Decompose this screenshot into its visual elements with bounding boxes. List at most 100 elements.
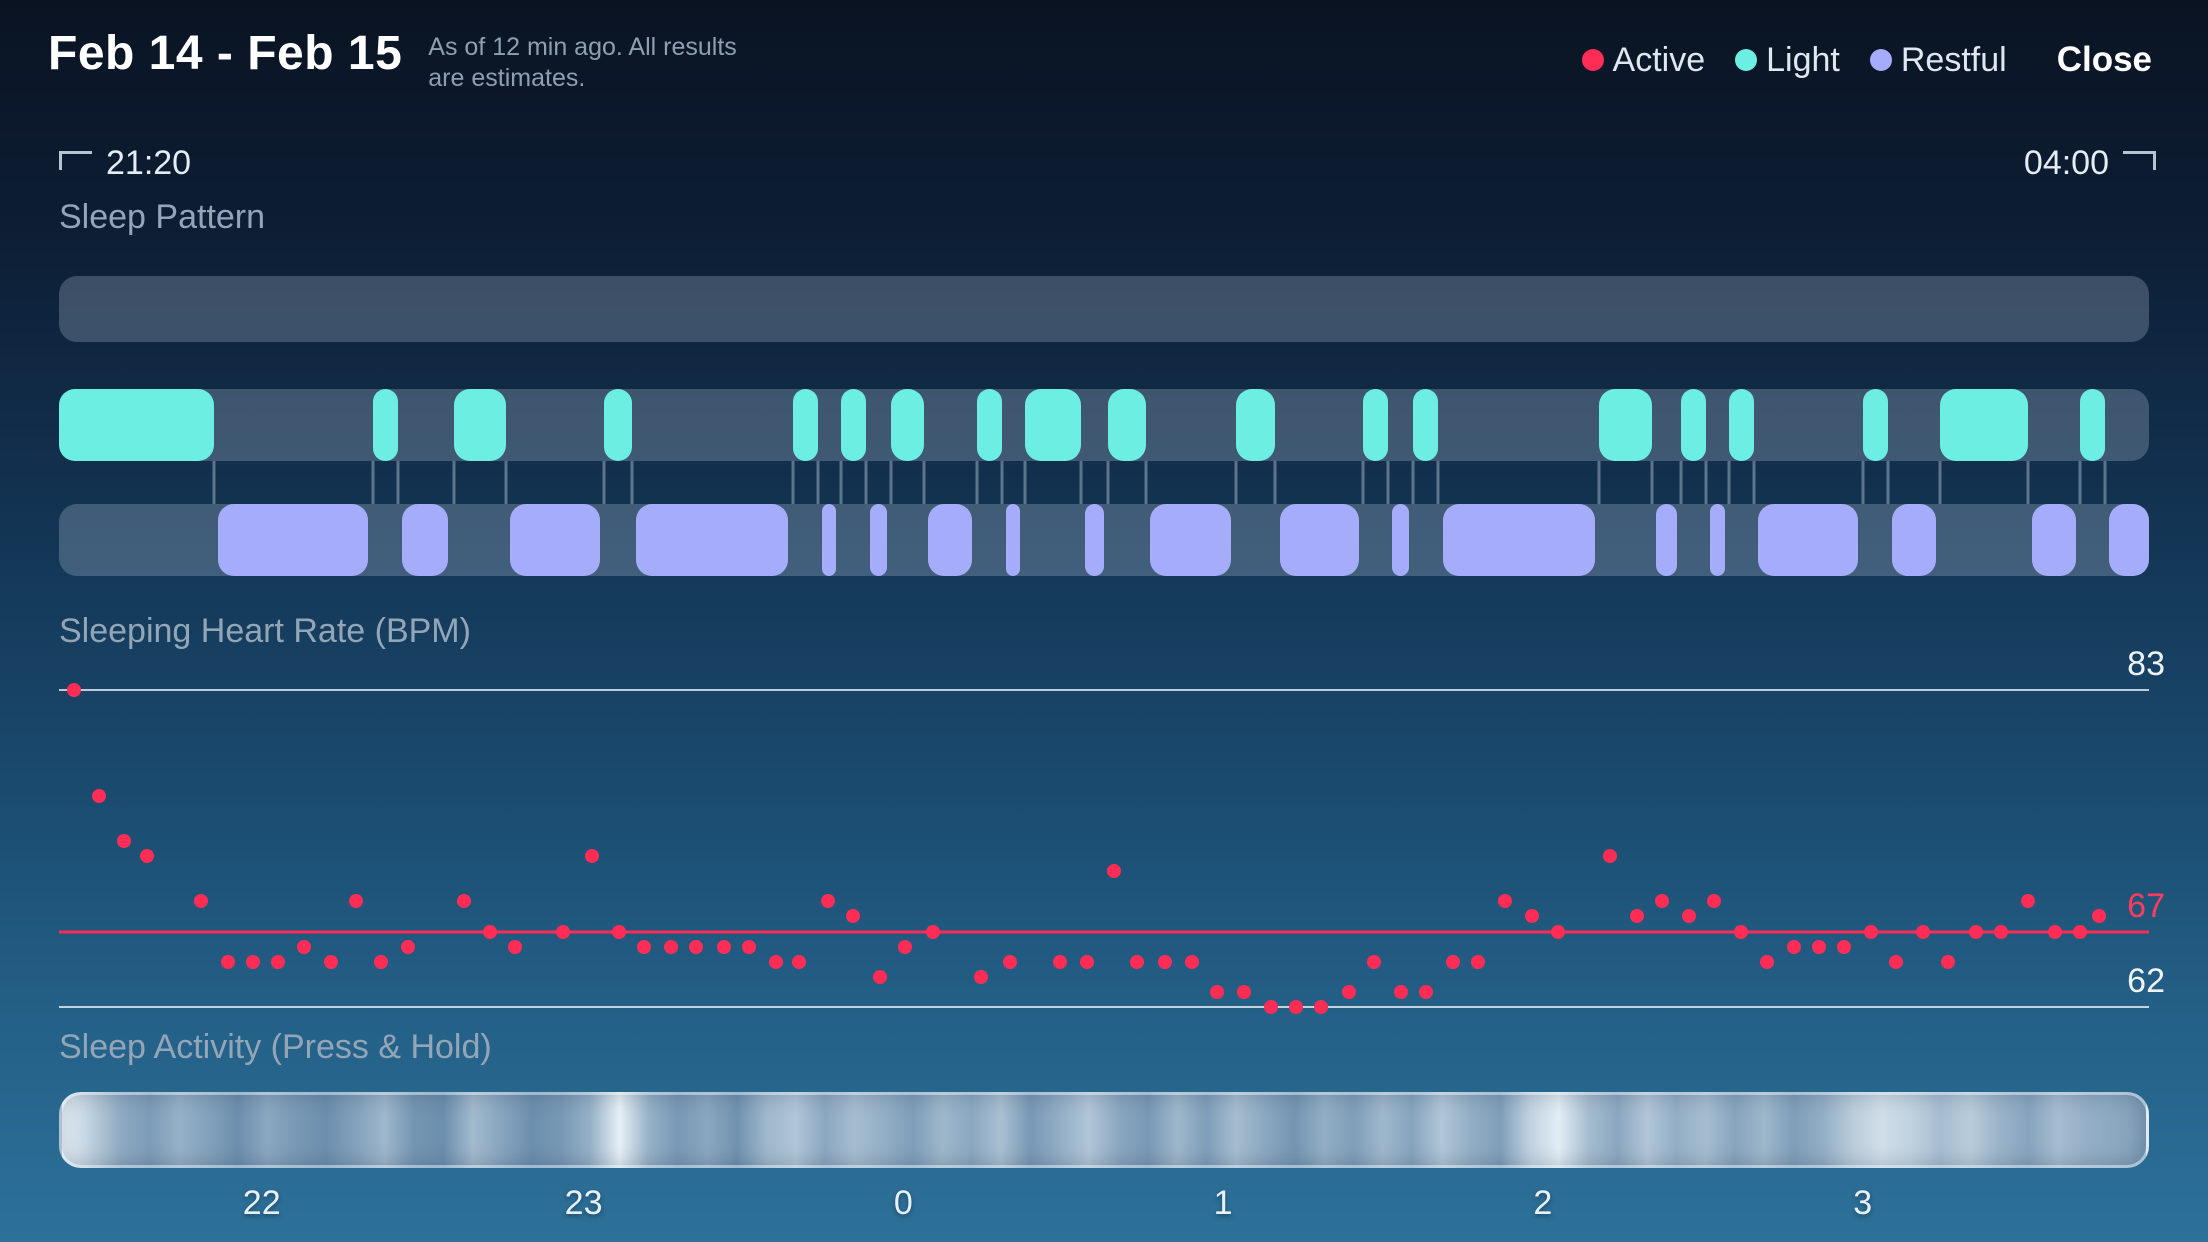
heart-rate-point (2073, 924, 2088, 939)
heart-rate-point (1836, 939, 1851, 954)
heart-rate-point (846, 909, 861, 924)
sleep-activity-heading: Sleep Activity (Press & Hold) (59, 1028, 492, 1066)
hour-axis: 22 23 0 1 2 3 (59, 1184, 2149, 1228)
sleep-segment-restful (1005, 504, 1021, 576)
heart-rate-point (612, 924, 627, 939)
hr-grid-line (59, 1006, 2149, 1008)
heart-rate-point (1184, 954, 1199, 969)
sleep-segment-restful (821, 504, 837, 576)
legend-label-active: Active (1612, 40, 1706, 79)
time-range-row: 21:20 04:00 (59, 144, 2156, 183)
heart-rate-point (637, 939, 652, 954)
segment-connector-line (1000, 461, 1004, 504)
heart-rate-point (584, 849, 599, 864)
heart-rate-point (1602, 849, 1617, 864)
heart-rate-point (116, 833, 131, 848)
heart-rate-point (555, 924, 570, 939)
sleep-segment-light (59, 389, 214, 461)
sleep-segment-restful (1442, 504, 1596, 576)
heart-rate-point (507, 939, 522, 954)
legend-item-active: Active (1581, 40, 1706, 80)
sleep-segment-light (1599, 389, 1652, 461)
heart-rate-point (1446, 954, 1461, 969)
subtitle-line-1: As of 12 min ago. All results (428, 33, 737, 61)
heart-rate-point (1811, 939, 1826, 954)
heart-rate-heading: Sleeping Heart Rate (BPM) (59, 612, 471, 650)
heart-rate-point (1786, 939, 1801, 954)
hr-average-line (59, 930, 2149, 934)
heart-rate-point (1889, 954, 1904, 969)
session-start-time: 21:20 (59, 144, 191, 183)
hour-tick-label: 1 (1213, 1184, 1233, 1222)
heart-rate-point (1734, 924, 1749, 939)
segment-connector-line (1273, 461, 1277, 504)
heart-rate-point (821, 894, 836, 909)
sleep-segment-light (840, 389, 866, 461)
close-button[interactable]: Close (2056, 40, 2152, 79)
sleep-segment-restful (1710, 504, 1725, 576)
heart-rate-point (1993, 924, 2008, 939)
heart-rate-point (1864, 924, 1879, 939)
heart-rate-chart: 83 67 62 (59, 645, 2165, 1014)
heart-rate-point (1107, 864, 1122, 879)
segment-connector-line (1234, 461, 1238, 504)
sleep-segment-light (1413, 389, 1439, 461)
segment-connector-line (975, 461, 978, 504)
segment-connector-line (1361, 461, 1365, 504)
sleep-segment-light (1108, 389, 1146, 461)
sleep-segment-light (976, 389, 1002, 461)
heart-rate-point (2047, 924, 2062, 939)
heart-rate-point (689, 939, 704, 954)
heart-rate-point (91, 788, 106, 803)
heart-rate-point (741, 939, 756, 954)
legend-label-restful: Restful (1900, 40, 2007, 79)
segment-connector-line (212, 461, 216, 504)
sleep-segment-restful (928, 504, 973, 576)
sleep-stage-legend: Active Light Restful Close (1581, 40, 2152, 80)
heart-rate-point (1237, 984, 1252, 999)
heart-rate-point (973, 969, 988, 984)
heart-rate-point (768, 954, 783, 969)
heart-rate-point (716, 939, 731, 954)
segment-connector-line (1023, 461, 1027, 504)
sleep-segment-restful (1392, 504, 1410, 576)
heart-rate-point (873, 969, 888, 984)
segment-connector-line (922, 461, 926, 504)
hour-tick-label: 23 (564, 1184, 603, 1222)
sleep-segment-light (1363, 389, 1389, 461)
heart-rate-point (1629, 909, 1644, 924)
sleep-segment-light (454, 389, 507, 461)
hr-axis-label: 83 (2127, 645, 2165, 683)
heart-rate-point (1916, 924, 1931, 939)
heart-rate-point (1264, 1000, 1279, 1014)
sleep-segment-restful (635, 504, 789, 576)
heart-rate-point (139, 849, 154, 864)
segment-connector-line (504, 461, 508, 504)
heart-rate-point (2020, 894, 2035, 909)
heart-rate-point (296, 939, 311, 954)
sleep-segment-light (1680, 389, 1706, 461)
legend-label-light: Light (1766, 40, 1840, 79)
sleep-segment-restful (1085, 504, 1104, 576)
heart-rate-point (1550, 924, 1565, 939)
segment-connector-line (1752, 461, 1756, 504)
heart-rate-point (401, 939, 416, 954)
hour-tick-label: 0 (893, 1184, 913, 1222)
hour-tick-label: 22 (242, 1184, 281, 1222)
heart-rate-point (1053, 954, 1068, 969)
sleep-segment-restful (217, 504, 369, 576)
segment-connector-line (1679, 461, 1683, 504)
sleep-segment-restful (1279, 504, 1359, 576)
heart-rate-point (1289, 1000, 1304, 1014)
heart-rate-point (1130, 954, 1145, 969)
segment-connector-line (889, 461, 893, 504)
sleep-segment-light (792, 389, 818, 461)
sleep-segment-restful (401, 504, 448, 576)
heart-rate-point (791, 954, 806, 969)
crop-end-icon (2123, 151, 2156, 170)
sleep-segment-light (604, 389, 632, 461)
heart-rate-point (1498, 894, 1513, 909)
sleep-activity-bar[interactable] (59, 1092, 2149, 1168)
segment-connector-line (1886, 461, 1890, 504)
heart-rate-point (1366, 954, 1381, 969)
